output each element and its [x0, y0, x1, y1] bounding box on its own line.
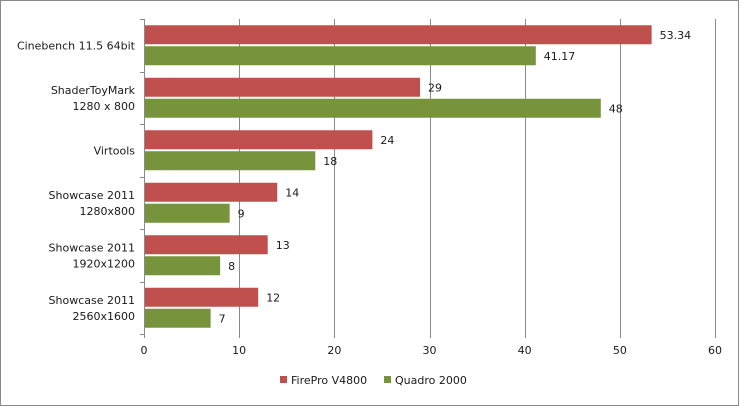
- category-label-line: Showcase 2011: [49, 189, 135, 202]
- data-label: 7: [219, 312, 226, 325]
- category-label-line: Cinebench 11.5 64bit: [17, 39, 136, 52]
- category-label-line: 1280x800: [80, 205, 136, 218]
- data-label: 14: [285, 186, 299, 199]
- x-tick-label: 20: [327, 344, 341, 357]
- data-label: 12: [266, 291, 280, 304]
- axes: [140, 19, 716, 338]
- bar-firepro-v4800: [145, 130, 373, 150]
- x-tick-label: 60: [708, 344, 722, 357]
- x-tick-label: 50: [613, 344, 627, 357]
- bar-quadro-2000: [145, 98, 601, 118]
- data-label: 18: [323, 155, 337, 168]
- data-label: 41.17: [544, 50, 576, 63]
- category-label-line: ShaderToyMark: [51, 84, 136, 97]
- data-label: 24: [380, 134, 394, 147]
- legend-label: Quadro 2000: [395, 374, 467, 387]
- bar-firepro-v4800: [145, 25, 652, 45]
- category-label: Showcase 2011 1280x800: [49, 189, 135, 218]
- category-label-line: 2560x1600: [73, 310, 136, 323]
- bars: [145, 25, 652, 328]
- bar-firepro-v4800: [145, 77, 420, 97]
- legend: FirePro V4800 Quadro 2000: [280, 374, 467, 387]
- legend-label: FirePro V4800: [291, 374, 367, 387]
- bar-firepro-v4800: [145, 182, 278, 202]
- legend-swatch: [280, 376, 287, 383]
- labels: 0 10 20 30 40 50 60 53.34 29 24 14 13 12 41.17 48 18 9 8 7…: [17, 29, 722, 357]
- category-label-line: 1920x1200: [73, 257, 136, 270]
- gridlines: [239, 19, 716, 334]
- data-label: 9: [238, 207, 245, 220]
- category-label: ShaderToyMark 1280 x 800: [51, 84, 136, 113]
- x-tick-label: 10: [232, 344, 246, 357]
- x-tick-label: 40: [518, 344, 532, 357]
- category-label-line: Virtools: [94, 144, 136, 157]
- category-label: Virtools: [94, 144, 136, 157]
- category-label: Cinebench 11.5 64bit: [17, 39, 136, 52]
- x-tick-label: 0: [141, 344, 148, 357]
- data-label: 13: [276, 239, 290, 252]
- legend-swatch: [384, 376, 391, 383]
- x-tick-label: 30: [423, 344, 437, 357]
- bar-quadro-2000: [145, 256, 221, 276]
- bar-quadro-2000: [145, 151, 316, 171]
- bar-quadro-2000: [145, 46, 536, 66]
- category-label: Showcase 2011 2560x1600: [49, 294, 135, 323]
- bar-firepro-v4800: [145, 287, 259, 307]
- category-label: Showcase 2011 1920x1200: [49, 241, 135, 270]
- data-label: 8: [228, 260, 235, 273]
- bar-quadro-2000: [145, 308, 211, 328]
- data-label: 48: [609, 102, 623, 115]
- category-label-line: Showcase 2011: [49, 241, 135, 254]
- data-label: 53.34: [660, 29, 692, 42]
- bar-quadro-2000: [145, 203, 230, 223]
- category-label-line: 1280 x 800: [73, 100, 136, 113]
- data-label: 29: [428, 81, 442, 94]
- category-label-line: Showcase 2011: [49, 294, 135, 307]
- bar-firepro-v4800: [145, 235, 268, 255]
